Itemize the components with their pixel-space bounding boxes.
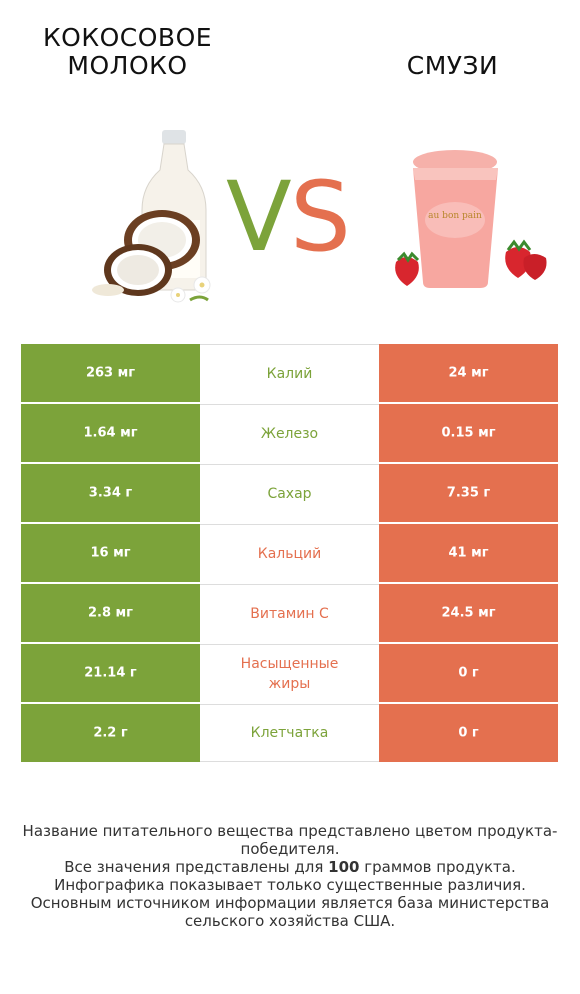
left-value: 263 мг <box>85 365 136 381</box>
left-value: 2.8 мг <box>88 605 133 621</box>
nutrient-cell: Витамин C <box>200 584 379 642</box>
right-value: 41 мг <box>448 545 489 561</box>
nutrient-name: Насыщенные жиры <box>240 655 339 692</box>
nutrient-name: Железо <box>260 425 319 442</box>
left-value-cell: 2.8 мг <box>21 584 200 642</box>
nutrient-cell: Калий <box>200 344 379 402</box>
right-value: 0 г <box>458 725 479 741</box>
nutrient-cell: Клетчатка <box>200 704 379 762</box>
footer-line-3: Инфографика показывает только существенн… <box>54 876 526 894</box>
svg-text:au bon pain: au bon pain <box>428 211 482 221</box>
table-row: 1.64 мг Железо 0.15 мг <box>21 404 558 464</box>
right-value-cell: 0 г <box>379 704 558 762</box>
left-value-cell: 16 мг <box>21 524 200 582</box>
left-value: 1.64 мг <box>83 425 138 441</box>
left-value: 21.14 г <box>84 665 137 681</box>
comparison-table: 263 мг Калий 24 мг 1.64 мг Железо 0.15 мг 3.34… <box>21 344 558 764</box>
vs-label: V S <box>226 168 351 258</box>
right-value: 24.5 мг <box>441 605 496 621</box>
coconut-milk-image <box>92 130 211 303</box>
table-row: 263 мг Калий 24 мг <box>21 344 558 404</box>
right-value-cell: 24.5 мг <box>379 584 558 642</box>
right-value: 0.15 мг <box>441 425 496 441</box>
nutrient-name: Витамин C <box>250 605 329 622</box>
right-value-cell: 7.35 г <box>379 464 558 522</box>
left-value-cell: 2.2 г <box>21 704 200 762</box>
right-value-cell: 41 мг <box>379 524 558 582</box>
nutrient-name: Клетчатка <box>250 725 329 741</box>
right-product-title: Смузи <box>406 51 499 80</box>
svg-text:S: S <box>290 168 351 258</box>
left-value-cell: 263 мг <box>21 344 200 402</box>
right-value-cell: 0 г <box>379 644 558 702</box>
table-row: 3.34 г Сахар 7.35 г <box>21 464 558 524</box>
nutrient-name: Сахар <box>267 485 312 502</box>
svg-text:V: V <box>226 168 292 258</box>
right-value: 24 мг <box>448 365 489 381</box>
right-value: 0 г <box>458 665 479 681</box>
table-row: 21.14 г Насыщенные жиры 0 г <box>21 644 558 704</box>
table-row: 16 мг Кальций 41 мг <box>21 524 558 584</box>
left-value: 16 мг <box>90 545 131 561</box>
footer-line-1: Название питательного вещества представл… <box>22 822 558 858</box>
nutrient-cell: Сахар <box>200 464 379 522</box>
right-value-cell: 0.15 мг <box>379 404 558 462</box>
left-value: 2.2 г <box>93 725 128 741</box>
right-value-cell: 24 мг <box>379 344 558 402</box>
nutrient-name: Кальций <box>257 545 322 562</box>
table-row: 2.8 мг Витамин C 24.5 мг <box>21 584 558 644</box>
left-product-title: Кокосовое молоко <box>42 23 213 80</box>
nutrient-cell: Кальций <box>200 524 379 582</box>
left-value-cell: 1.64 мг <box>21 404 200 462</box>
nutrient-cell: Железо <box>200 404 379 462</box>
table-row: 2.2 г Клетчатка 0 г <box>21 704 558 764</box>
smoothie-image: au bon pain <box>395 150 547 288</box>
footer-notes: Название питательного вещества представл… <box>10 822 570 930</box>
right-value: 7.35 г <box>446 485 491 501</box>
nutrient-name: Калий <box>266 365 313 382</box>
footer-line-2: Все значения представлены для 100 граммо… <box>64 858 516 876</box>
left-value: 3.34 г <box>88 485 133 501</box>
left-value-cell: 21.14 г <box>21 644 200 702</box>
footer-line-4: Основным источником информации является … <box>30 894 550 930</box>
left-value-cell: 3.34 г <box>21 464 200 522</box>
nutrient-cell: Насыщенные жиры <box>200 644 379 702</box>
